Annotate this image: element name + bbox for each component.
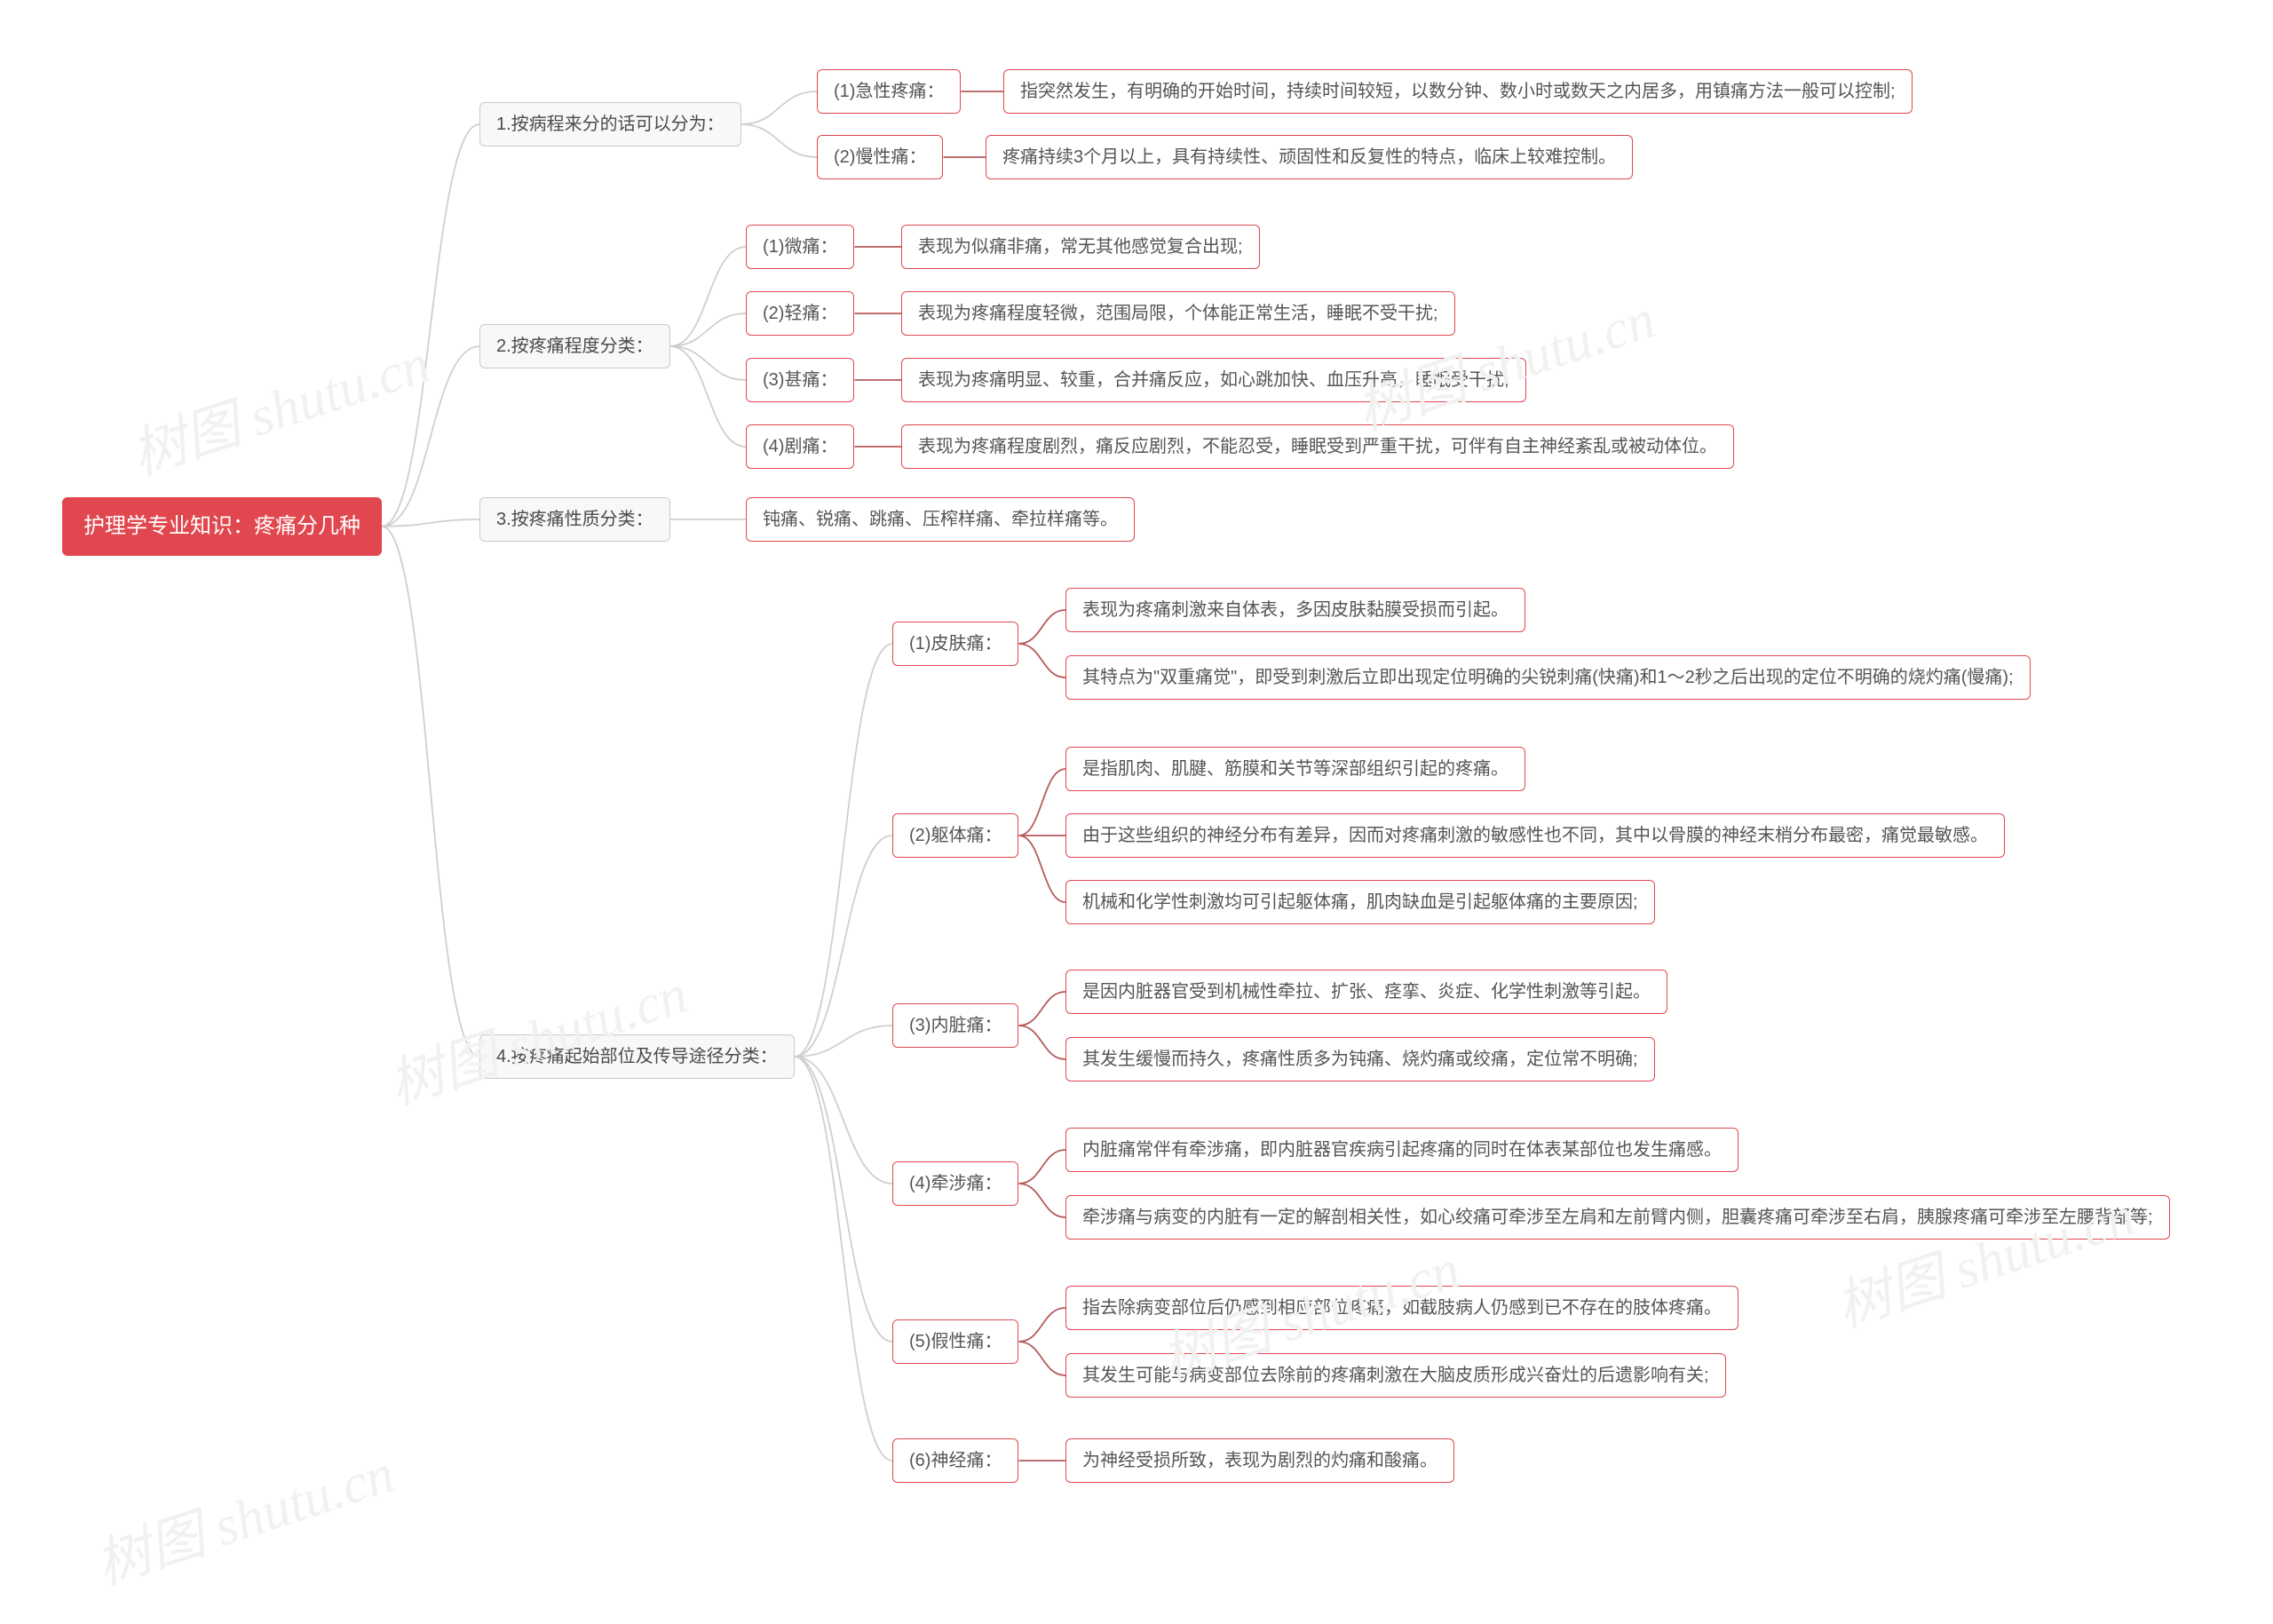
edge xyxy=(670,346,746,380)
node-b4e: (5)假性痛： xyxy=(892,1319,1018,1364)
edge xyxy=(1018,836,1065,902)
edge xyxy=(741,91,817,124)
edge xyxy=(741,124,817,157)
node-b2b: (2)轻痛： xyxy=(746,291,854,336)
edge xyxy=(382,124,479,527)
edge xyxy=(795,1057,892,1184)
node-b1a: (1)急性疼痛： xyxy=(817,69,961,114)
node-b1: 1.按病程来分的话可以分为： xyxy=(479,102,741,147)
edge xyxy=(382,346,479,527)
edge xyxy=(1018,1150,1065,1184)
edge xyxy=(795,1026,892,1057)
node-b4f: (6)神经痛： xyxy=(892,1438,1018,1483)
node-b4b1: 是指肌肉、肌腱、筋膜和关节等深部组织引起的疼痛。 xyxy=(1065,747,1525,791)
edge xyxy=(1018,1308,1065,1342)
node-b4c2: 其发生缓慢而持久，疼痛性质多为钝痛、烧灼痛或绞痛，定位常不明确; xyxy=(1065,1037,1655,1081)
edge xyxy=(795,1057,892,1461)
node-b2a: (1)微痛： xyxy=(746,225,854,269)
edge xyxy=(670,313,746,346)
node-b4b2: 由于这些组织的神经分布有差异，因而对疼痛刺激的敏感性也不同，其中以骨膜的神经末梢… xyxy=(1065,813,2005,858)
node-b2: 2.按疼痛程度分类： xyxy=(479,324,670,368)
node-b2b1: 表现为疼痛程度轻微，范围局限，个体能正常生活，睡眠不受干扰; xyxy=(901,291,1455,336)
edge xyxy=(382,519,479,527)
node-b1b: (2)慢性痛： xyxy=(817,135,943,179)
node-b4f1: 为神经受损所致，表现为剧烈的灼痛和酸痛。 xyxy=(1065,1438,1454,1483)
edge xyxy=(1018,1342,1065,1375)
edge xyxy=(1018,644,1065,677)
edge xyxy=(1018,610,1065,644)
node-b4b3: 机械和化学性刺激均可引起躯体痛，肌肉缺血是引起躯体痛的主要原因; xyxy=(1065,880,1655,924)
node-b4a1: 表现为疼痛刺激来自体表，多因皮肤黏膜受损而引起。 xyxy=(1065,588,1525,632)
node-b1b1: 疼痛持续3个月以上，具有持续性、顽固性和反复性的特点，临床上较难控制。 xyxy=(986,135,1633,179)
node-b4d2: 牵涉痛与病变的内脏有一定的解剖相关性，如心绞痛可牵涉至左肩和左前臂内侧，胆囊疼痛… xyxy=(1065,1195,2170,1240)
node-b4a: (1)皮肤痛： xyxy=(892,622,1018,666)
edge xyxy=(1018,1026,1065,1059)
edge xyxy=(795,836,892,1057)
edge xyxy=(1018,769,1065,836)
node-b4a2: 其特点为"双重痛觉"，即受到刺激后立即出现定位明确的尖锐刺痛(快痛)和1～2秒之… xyxy=(1065,655,2031,700)
node-b2d1: 表现为疼痛程度剧烈，痛反应剧烈，不能忍受，睡眠受到严重干扰，可伴有自主神经紊乱或… xyxy=(901,424,1734,469)
node-b4c: (3)内脏痛： xyxy=(892,1003,1018,1048)
node-b4d: (4)牵涉痛： xyxy=(892,1161,1018,1206)
node-b1a1: 指突然发生，有明确的开始时间，持续时间较短，以数分钟、数小时或数天之内居多，用镇… xyxy=(1003,69,1913,114)
node-b2c1: 表现为疼痛明显、较重，合并痛反应，如心跳加快、血压升高，睡眠受干扰; xyxy=(901,358,1526,402)
node-b2d: (4)剧痛： xyxy=(746,424,854,469)
node-b2a1: 表现为似痛非痛，常无其他感觉复合出现; xyxy=(901,225,1260,269)
node-b2c: (3)甚痛： xyxy=(746,358,854,402)
node-b4e2: 其发生可能与病变部位去除前的疼痛刺激在大脑皮质形成兴奋灶的后遗影响有关; xyxy=(1065,1353,1726,1398)
node-b4d1: 内脏痛常伴有牵涉痛，即内脏器官疾病引起疼痛的同时在体表某部位也发生痛感。 xyxy=(1065,1128,1738,1172)
watermark: 树图 shutu.cn xyxy=(120,318,439,489)
node-b3: 3.按疼痛性质分类： xyxy=(479,497,670,542)
node-b4e1: 指去除病变部位后仍感到相应部位疼痛，如截肢病人仍感到已不存在的肢体疼痛。 xyxy=(1065,1286,1738,1330)
edge xyxy=(382,527,479,1057)
node-b4: 4.按疼痛起始部位及传导途径分类： xyxy=(479,1034,795,1079)
watermark: 树图 shutu.cn xyxy=(84,1428,403,1599)
node-b4c1: 是因内脏器官受到机械性牵拉、扩张、痉挛、炎症、化学性刺激等引起。 xyxy=(1065,970,1667,1014)
node-root: 护理学专业知识：疼痛分几种 xyxy=(62,497,382,556)
edge xyxy=(795,644,892,1057)
edge xyxy=(670,346,746,447)
edge xyxy=(670,247,746,346)
node-b3a: 钝痛、锐痛、跳痛、压榨样痛、牵拉样痛等。 xyxy=(746,497,1135,542)
edge xyxy=(1018,992,1065,1026)
edge xyxy=(795,1057,892,1342)
node-b4b: (2)躯体痛： xyxy=(892,813,1018,858)
edge xyxy=(1018,1184,1065,1217)
